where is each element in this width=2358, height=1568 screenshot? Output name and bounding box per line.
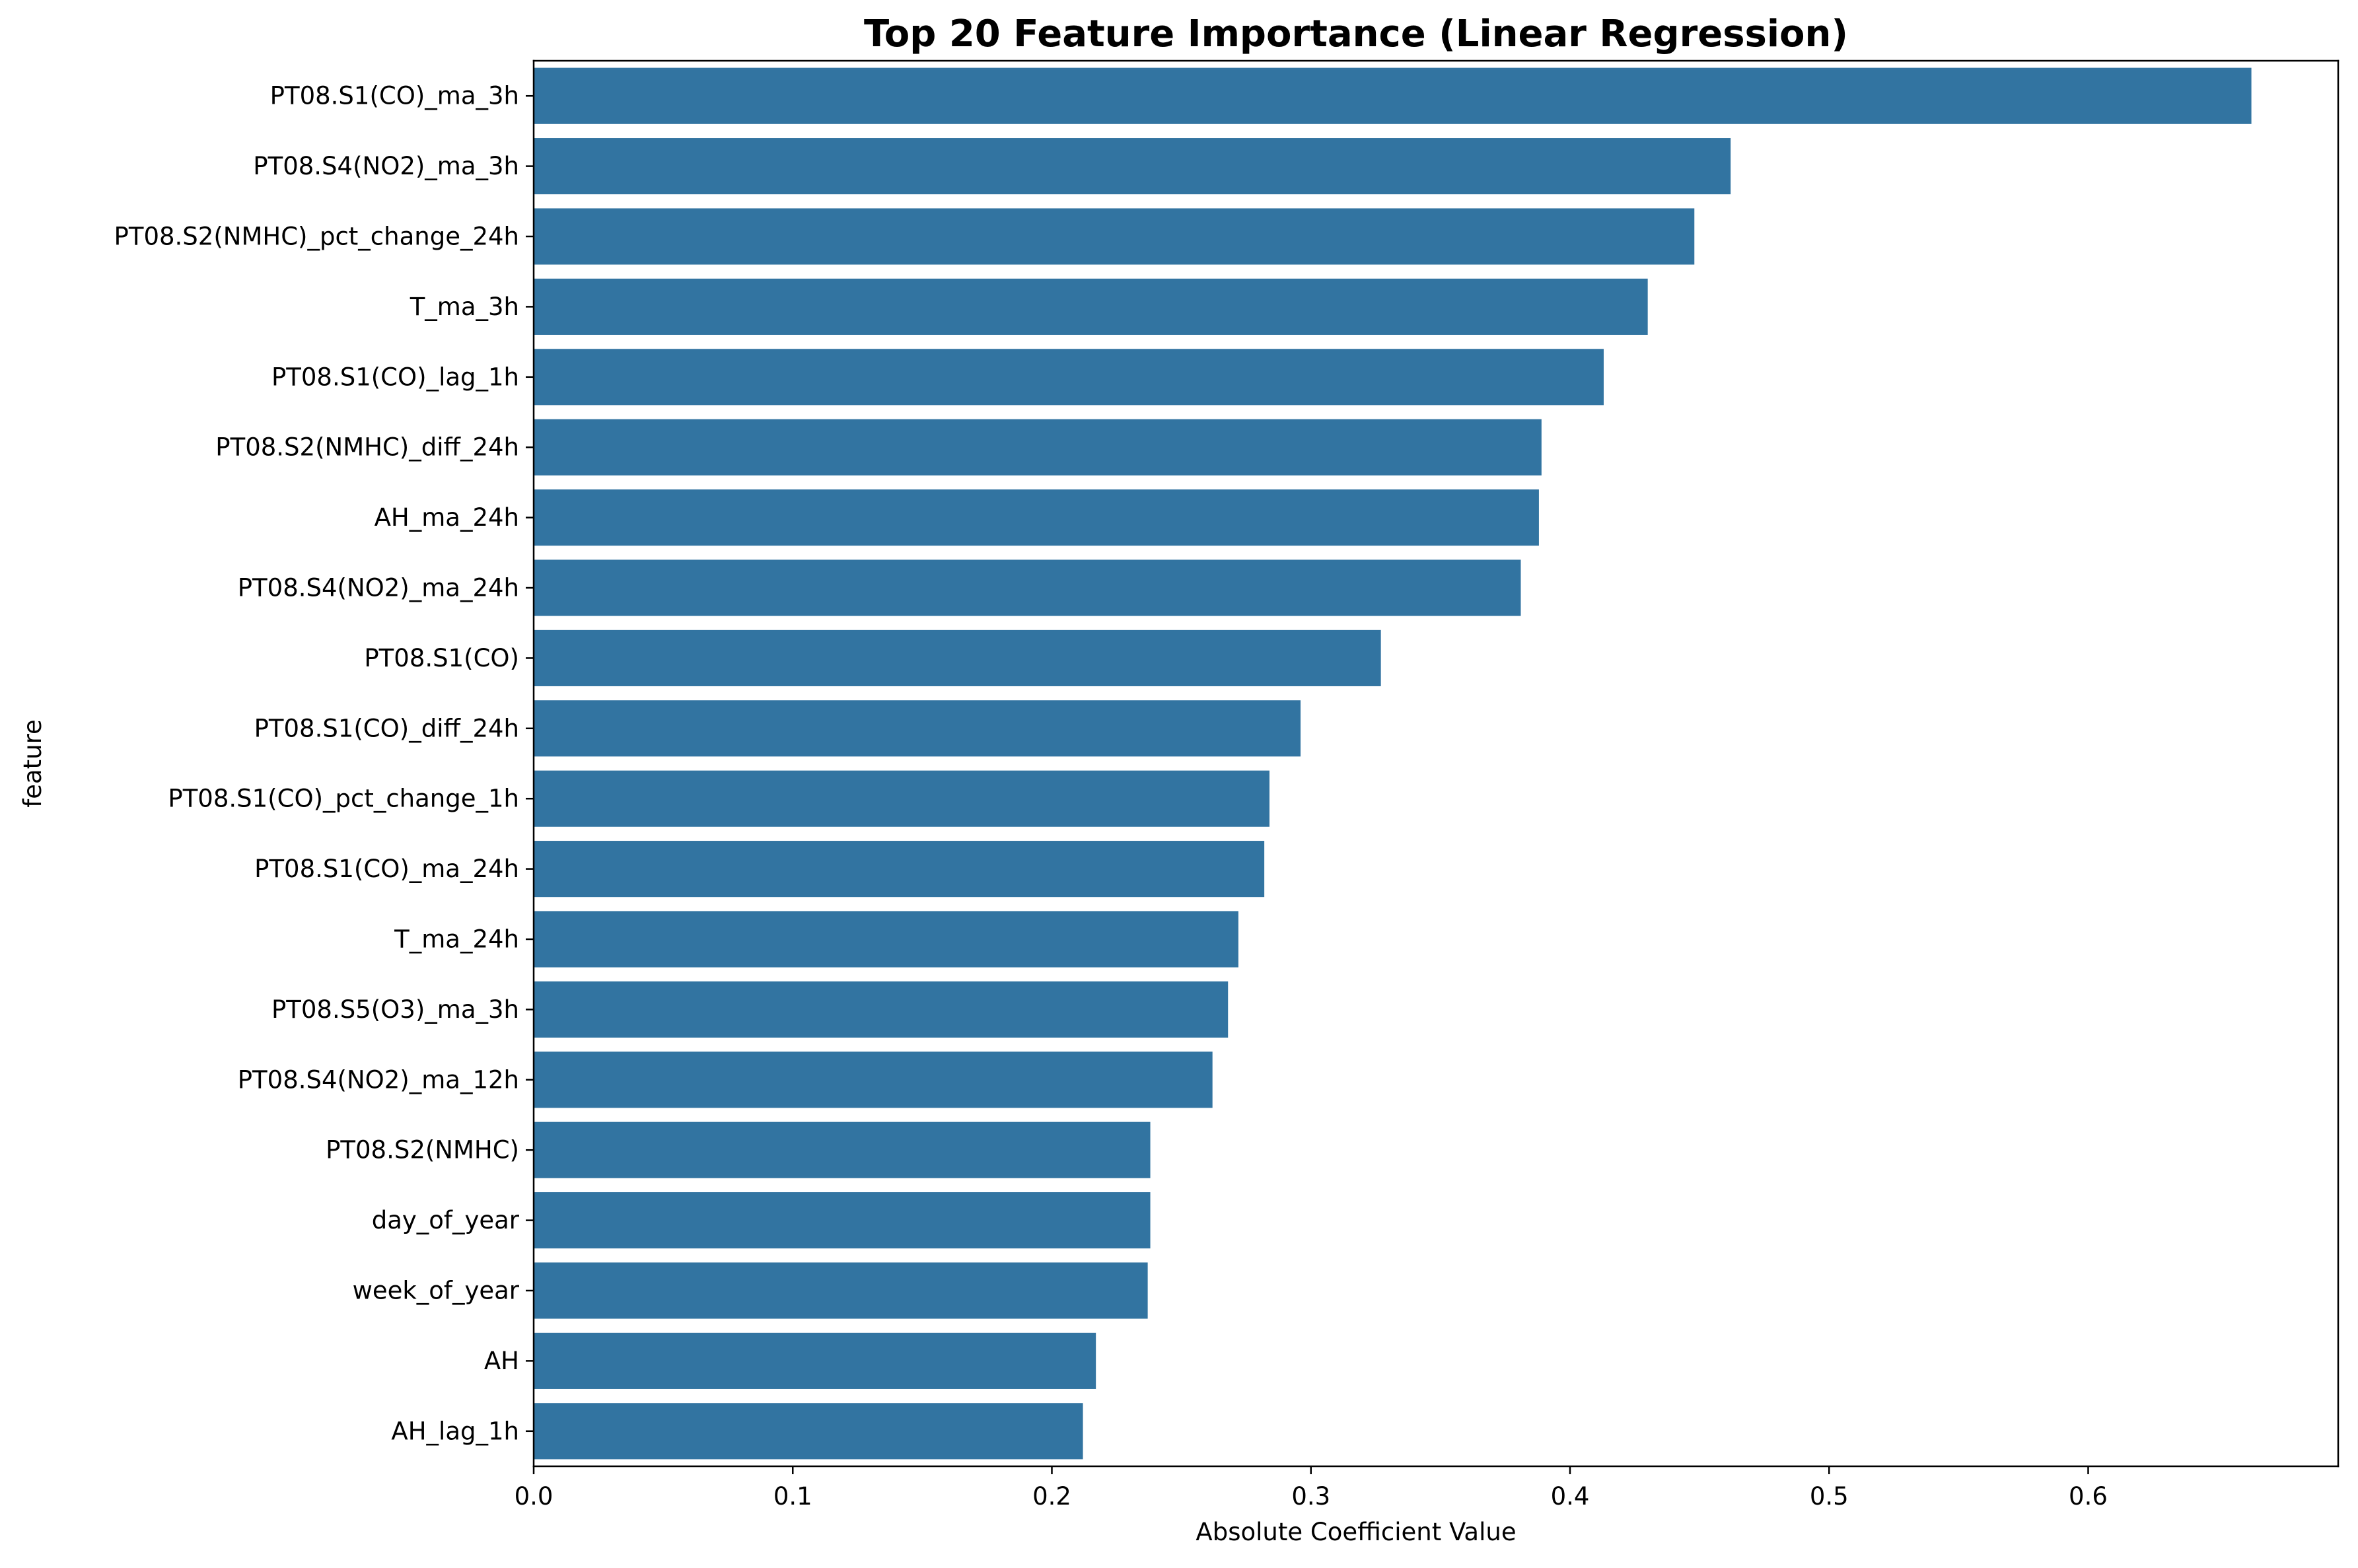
- x-tick-label: 0.6: [2069, 1482, 2108, 1511]
- y-tick-label: PT08.S1(CO)_ma_3h: [270, 82, 519, 110]
- y-tick-label: PT08.S4(NO2)_ma_3h: [253, 152, 519, 180]
- x-axis-ticks: 0.0 0.1 0.2 0.3 0.4 0.5 0.6: [515, 1466, 2108, 1511]
- y-tick-label: PT08.S1(CO)_lag_1h: [271, 363, 519, 391]
- y-tick-label: PT08.S2(NMHC): [326, 1136, 519, 1164]
- bar-0: [534, 67, 2252, 124]
- bar-12: [534, 911, 1238, 968]
- y-tick-label: PT08.S4(NO2)_ma_24h: [238, 574, 519, 602]
- y-tick-label: AH: [484, 1347, 519, 1375]
- bar-18: [534, 1332, 1096, 1389]
- y-tick-label: PT08.S1(CO): [364, 644, 519, 672]
- y-tick-label: T_ma_24h: [394, 925, 519, 954]
- x-tick-label: 0.4: [1551, 1482, 1590, 1511]
- x-tick-label: 0.0: [515, 1482, 554, 1511]
- bar-1: [534, 138, 1731, 195]
- x-tick-label: 0.2: [1032, 1482, 1071, 1511]
- y-axis-ticks: PT08.S1(CO)_ma_3h PT08.S4(NO2)_ma_3h PT08.…: [114, 82, 534, 1445]
- bar-19: [534, 1403, 1083, 1460]
- y-tick-label: week_of_year: [353, 1277, 520, 1305]
- bar-14: [534, 1051, 1213, 1108]
- chart-title: Top 20 Feature Importance (Linear Regres…: [864, 13, 1848, 55]
- x-tick-label: 0.5: [1810, 1482, 1849, 1511]
- bars-layer: [534, 67, 2252, 1460]
- y-tick-label: AH_ma_24h: [375, 503, 519, 532]
- y-tick-label: PT08.S5(O3)_ma_3h: [271, 995, 519, 1024]
- x-tick-label: 0.3: [1291, 1482, 1330, 1511]
- bar-4: [534, 349, 1604, 406]
- y-tick-label: PT08.S1(CO)_pct_change_1h: [168, 785, 519, 813]
- y-tick-label: PT08.S2(NMHC)_pct_change_24h: [114, 223, 519, 251]
- y-tick-label: PT08.S1(CO)_ma_24h: [254, 855, 519, 883]
- bar-16: [534, 1192, 1151, 1249]
- y-tick-label: PT08.S2(NMHC)_diff_24h: [215, 433, 519, 462]
- y-tick-label: PT08.S4(NO2)_ma_12h: [238, 1065, 519, 1094]
- y-tick-label: PT08.S1(CO)_diff_24h: [254, 714, 519, 742]
- bar-6: [534, 489, 1539, 546]
- bar-7: [534, 559, 1521, 616]
- y-tick-label: AH_lag_1h: [391, 1417, 519, 1445]
- bar-3: [534, 278, 1648, 335]
- y-tick-label: T_ma_3h: [410, 293, 519, 321]
- bar-5: [534, 419, 1542, 476]
- x-tick-label: 0.1: [773, 1482, 812, 1511]
- y-axis-label: feature: [18, 719, 47, 808]
- bar-10: [534, 770, 1269, 827]
- axes-frame: [532, 59, 2340, 1468]
- bar-8: [534, 629, 1381, 686]
- bar-9: [534, 700, 1301, 757]
- bar-11: [534, 841, 1265, 898]
- x-axis-label: Absolute Coefficient Value: [1196, 1518, 1516, 1546]
- y-tick-label: day_of_year: [372, 1206, 520, 1234]
- bar-2: [534, 208, 1695, 265]
- bar-15: [534, 1122, 1151, 1178]
- bar-13: [534, 981, 1229, 1038]
- bar-17: [534, 1262, 1148, 1319]
